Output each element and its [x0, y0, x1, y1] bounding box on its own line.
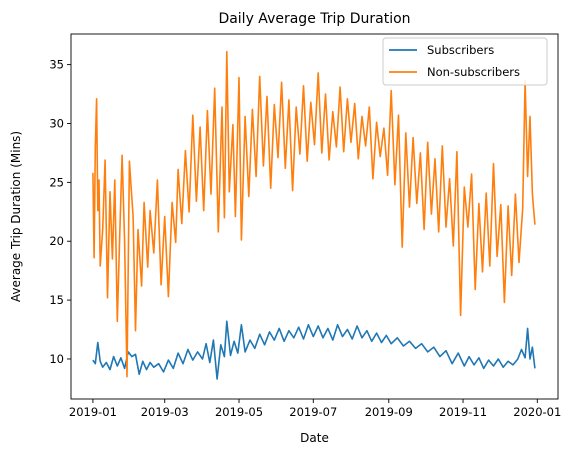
- y-tick-label: 25: [49, 175, 64, 189]
- x-tick-label: 2019-05: [215, 405, 263, 419]
- chart-title: Daily Average Trip Duration: [218, 11, 410, 27]
- plot-frame: [70, 33, 559, 400]
- legend-label: Non-subscribers: [427, 65, 520, 79]
- x-tick-label: 2019-07: [289, 405, 337, 419]
- legend-box: [382, 37, 548, 86]
- y-tick-label: 10: [49, 352, 64, 366]
- y-tick-label: 30: [49, 116, 64, 130]
- x-axis: 2019-01 2019-03 2019-05 2019-07 2019-09 2019-…: [69, 399, 561, 419]
- y-tick-label: 35: [49, 58, 64, 72]
- x-tick-label: 2019-11: [439, 405, 487, 419]
- series-line-subscribers: [92, 320, 536, 380]
- plot-lines: [92, 50, 536, 380]
- x-tick-label: 2019-03: [141, 405, 189, 419]
- x-axis-label: Date: [300, 431, 329, 445]
- legend-label: Subscribers: [427, 43, 494, 57]
- y-axis: 10 15 20 25 30 35: [49, 58, 71, 366]
- y-axis-label: Average Trip Duration (Mins): [9, 131, 23, 302]
- x-tick-label: 2019-09: [365, 405, 413, 419]
- y-tick-label: 15: [49, 293, 64, 307]
- legend: Subscribers Non-subscribers: [382, 37, 548, 86]
- x-tick-label: 2019-01: [69, 405, 117, 419]
- y-tick-label: 20: [49, 234, 64, 248]
- series-line-non-subscribers: [92, 50, 536, 378]
- x-tick-label: 2020-01: [513, 405, 561, 419]
